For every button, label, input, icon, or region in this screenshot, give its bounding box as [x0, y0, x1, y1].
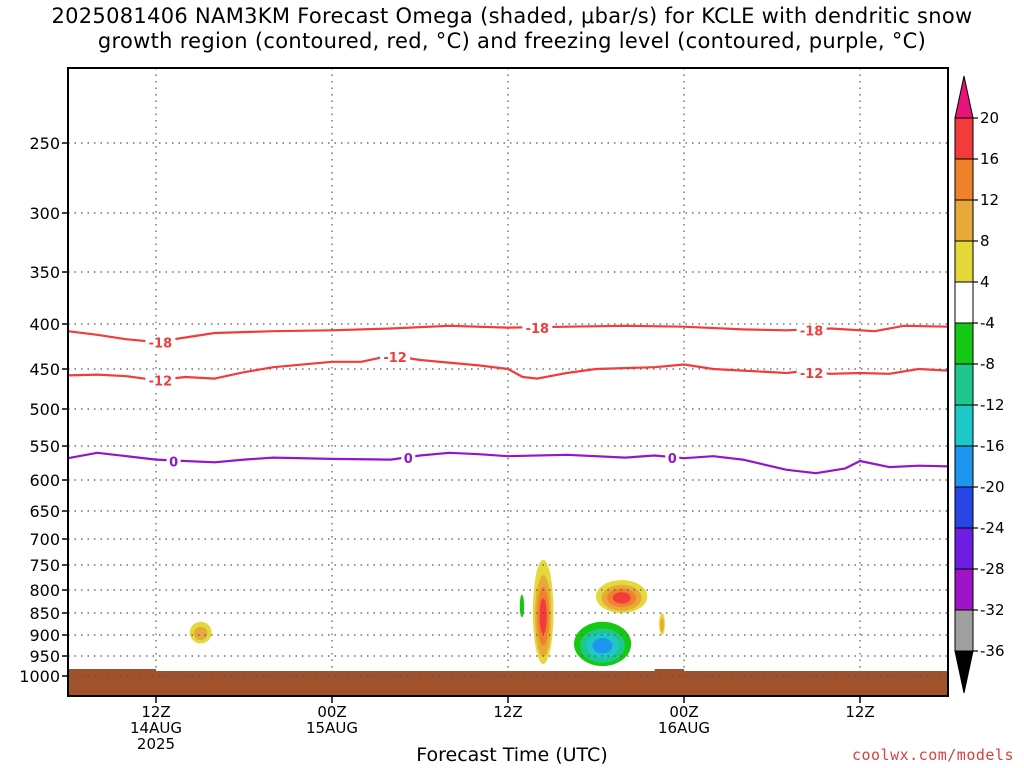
x-tick-label-24-1: 15AUG	[306, 719, 358, 737]
y-tick-label-950: 950	[29, 647, 60, 666]
y-tick-label-400: 400	[29, 315, 60, 334]
y-tick-label-800: 800	[29, 581, 60, 600]
colorbar-label-3: 8	[980, 232, 990, 250]
contour-label-0-1: -18	[526, 322, 550, 337]
x-tick-label-60-0: 12Z	[845, 703, 874, 721]
omega-feature-1-level-3	[539, 597, 547, 635]
colorbar-label-6: -8	[980, 355, 995, 373]
colorbar-label-12: -32	[980, 601, 1005, 619]
contour-label-2-2: 0	[668, 452, 677, 467]
title-line-2: growth region (contoured, red, °C) and f…	[97, 29, 927, 53]
x-tick-label-12-0: 12Z	[141, 703, 170, 721]
contour-label-1-2: -12	[800, 367, 824, 382]
x-tick-label-36-0: 12Z	[493, 703, 522, 721]
colorbar-label-7: -12	[980, 396, 1005, 414]
omega-shading	[189, 559, 665, 667]
contour-label-2-1: 0	[404, 452, 413, 467]
x-tick-label-12-2: 2025	[137, 735, 175, 753]
colorbar-band-6	[954, 363, 974, 406]
title-line-1: 2025081406 NAM3KM Forecast Omega (shaded…	[51, 4, 973, 28]
omega-feature-2-level-0	[519, 594, 525, 618]
grid-lines	[68, 68, 948, 696]
x-tick-label-24-0: 00Z	[317, 703, 346, 721]
x-axis-label: Forecast Time (UTC)	[416, 744, 608, 766]
colorbar-band-4	[954, 281, 974, 324]
colorbar-label-13: -36	[980, 642, 1005, 660]
y-tick-label-750: 750	[29, 556, 60, 575]
colorbar: 20 16 12 8 4 -4 -8 -12 -16 -20 -24 -28 -32 -36	[954, 75, 1005, 694]
colorbar-label-10: -24	[980, 519, 1005, 537]
chart-title: 2025081406 NAM3KM Forecast Omega (shaded…	[0, 4, 1024, 54]
ground-layer	[68, 669, 948, 696]
colorbar-bottom-arrow	[954, 650, 974, 694]
colorbar-band-8	[954, 445, 974, 488]
colorbar-band-0	[954, 117, 974, 160]
colorbar-band-7	[954, 404, 974, 447]
colorbar-band-9	[954, 486, 974, 529]
colorbar-band-12	[954, 609, 974, 652]
y-tick-label-500: 500	[29, 400, 60, 419]
contour-line-2	[67, 451, 949, 475]
y-tick-label-450: 450	[29, 360, 60, 379]
colorbar-label-4: 4	[980, 273, 990, 291]
omega-feature-4-level-1	[660, 618, 664, 632]
x-tick-label-48-0: 00Z	[669, 703, 698, 721]
y-tick-label-650: 650	[29, 502, 60, 521]
colorbar-label-2: 12	[980, 191, 999, 209]
contour-label-bg-1-1	[380, 351, 411, 365]
contour-label-bg-1-0	[145, 374, 176, 388]
credit-text: coolwx.com/models	[851, 746, 1014, 764]
colorbar-band-10	[954, 527, 974, 570]
omega-feature-5-level-3	[592, 637, 613, 654]
contour-label-bg-0-2	[796, 324, 827, 338]
contour-label-1-0: -12	[149, 375, 173, 390]
x-tick-label-12-1: 14AUG	[130, 719, 182, 737]
colorbar-label-1: 16	[980, 150, 999, 168]
colorbar-label-8: -16	[980, 437, 1005, 455]
y-tick-label-600: 600	[29, 471, 60, 490]
contour-label-1-1: -12	[383, 351, 407, 366]
contour-label-bg-0-0	[145, 336, 176, 350]
contour-label-0-0: -18	[149, 336, 173, 351]
colorbar-label-9: -20	[980, 478, 1005, 496]
colorbar-band-1	[954, 158, 974, 201]
contour-lines: -18 -18 -18 -12 -12 -12 0 0 0	[67, 322, 949, 475]
omega-feature-0-level-1	[193, 626, 208, 641]
contour-label-bg-1-2	[796, 367, 827, 381]
y-tick-label-250: 250	[29, 134, 60, 153]
y-tick-label-850: 850	[29, 604, 60, 623]
contour-label-bg-2-0	[166, 455, 181, 469]
y-tick-label-900: 900	[29, 626, 60, 645]
contour-label-bg-0-1	[522, 322, 553, 336]
y-tick-label-350: 350	[29, 263, 60, 282]
x-tick-label-48-1: 16AUG	[658, 719, 710, 737]
contour-label-0-2: -18	[800, 324, 824, 339]
y-tick-label-550: 550	[29, 437, 60, 456]
y-tick-label-1000: 1000	[19, 667, 60, 686]
colorbar-label-5: -4	[980, 314, 995, 332]
colorbar-top-arrow	[954, 75, 974, 119]
colorbar-band-11	[954, 568, 974, 611]
y-tick-label-300: 300	[29, 204, 60, 223]
omega-feature-3-level-3	[612, 592, 631, 604]
colorbar-label-0: 20	[980, 109, 999, 127]
colorbar-label-11: -28	[980, 560, 1005, 578]
colorbar-band-5	[954, 322, 974, 365]
y-tick-label-700: 700	[29, 530, 60, 549]
contour-label-bg-2-2	[665, 452, 680, 466]
axes: 250 300 350 400 450 500 550 600 650 700 750 800 850 9…	[19, 67, 949, 753]
colorbar-band-2	[954, 199, 974, 242]
ground-fill	[68, 669, 948, 696]
contour-label-2-0: 0	[169, 455, 178, 470]
contour-label-bg-2-1	[401, 452, 416, 466]
colorbar-band-3	[954, 240, 974, 283]
